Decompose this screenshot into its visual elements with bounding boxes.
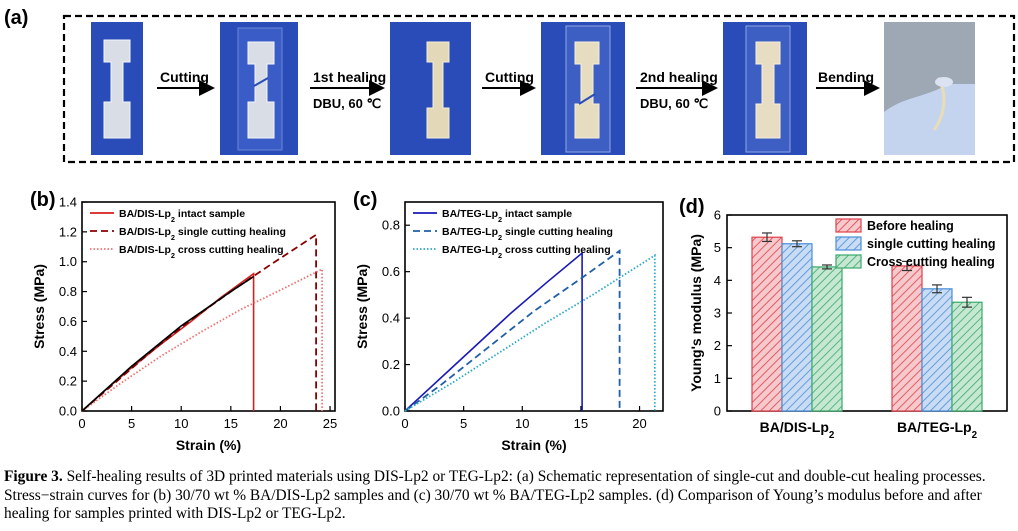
- series-line-3: [404, 253, 656, 412]
- legend-entry-1: Before healing: [867, 219, 954, 233]
- plot-frame: [404, 201, 664, 412]
- photo-1: [91, 22, 143, 155]
- photo-3: [390, 22, 471, 155]
- step-5-label: Bending: [818, 69, 874, 85]
- x-tick-label: 10: [174, 416, 188, 431]
- x-tick-label: 0: [78, 416, 85, 431]
- series-line-2: [81, 233, 318, 412]
- photo-5: [723, 22, 807, 155]
- x-tick-label: 10: [515, 416, 529, 431]
- panel-c-label: (c): [353, 189, 377, 211]
- photo-6: [884, 22, 975, 155]
- y-tick-label: 0.4: [382, 311, 400, 326]
- series-line-1: [404, 251, 583, 412]
- y-tick-label: 1.0: [59, 254, 77, 269]
- legend-entry-3: BA/TEG-Lp2 cross cutting healing: [442, 244, 611, 260]
- y-tick-label: 1.2: [59, 224, 77, 239]
- x-tick-label: 25: [323, 416, 337, 431]
- step-2-sub: DBU, 60 ℃: [313, 96, 381, 111]
- bar-1-2: [781, 243, 813, 412]
- y-tick-label: 1.4: [59, 195, 77, 210]
- bar-2-3: [951, 301, 983, 412]
- step-3-label: Cutting: [485, 69, 534, 85]
- y-tick-label: 2: [714, 338, 721, 353]
- x-axis-title: Strain (%): [501, 437, 566, 453]
- figure-caption: Figure 3. Self-healing results of 3D pri…: [4, 468, 1014, 524]
- y-tick-label: 6: [714, 208, 721, 223]
- y-tick-label: 0.0: [59, 404, 77, 419]
- bar-2-1: [891, 265, 923, 412]
- x-tick-label: 20: [273, 416, 287, 431]
- caption-text: Self-healing results of 3D printed mater…: [4, 468, 986, 523]
- y-tick-label: 0.2: [382, 357, 400, 372]
- x-tick-label: 0: [401, 416, 408, 431]
- x-tick-label: 5: [128, 416, 135, 431]
- y-axis-title: Stress (MPa): [31, 264, 47, 349]
- y-tick-label: 5: [714, 240, 721, 255]
- step-1-label: Cutting: [160, 69, 209, 85]
- panel-c-stress-strain-chart: (c) 0 5 10 15 20 0.0 0.2 0.4 0.6 0.8 Strain (%) Stre…: [353, 189, 664, 453]
- x-tick-label: 5: [460, 416, 467, 431]
- panel-a-dashed-frame: [62, 14, 1016, 164]
- legend-swatch: [835, 254, 862, 269]
- step-4-label: 2nd healing: [640, 69, 718, 85]
- caption-figure-number: Figure 3.: [4, 468, 63, 485]
- y-tick-label: 0.6: [382, 264, 400, 279]
- y-tick-label: 0.4: [59, 344, 77, 359]
- legend-entry-2: BA/DIS-Lp2 single cutting healing: [119, 226, 286, 242]
- legend-entry-1: BA/DIS-Lp2 intact sample: [119, 208, 245, 224]
- y-tick-label: 3: [714, 306, 721, 321]
- legend-entry-2: BA/TEG-Lp2 single cutting healing: [442, 226, 613, 242]
- panel-a: (a): [4, 7, 1016, 164]
- legend-entry-1: BA/TEG-Lp2 intact sample: [442, 208, 572, 224]
- panel-b-stress-strain-chart: (b) 0 5 10 15 20 25 0.0 0.2 0.4 0.6 0.8 1.0 1.2 1.4 Str…: [30, 189, 337, 453]
- legend-swatch: [835, 236, 862, 251]
- category-label-1: BA/DIS-Lp2: [760, 419, 835, 441]
- legend-entry-3: BA/DIS-Lp2 cross cutting healing: [119, 244, 284, 260]
- y-tick-label: 0.8: [59, 284, 77, 299]
- photo-2: [220, 22, 298, 155]
- panel-b-label: (b): [30, 189, 56, 211]
- x-axis-title: Strain (%): [176, 437, 241, 453]
- bar-2-2: [921, 288, 953, 412]
- bar-1-1: [751, 236, 783, 412]
- series-line-2: [404, 249, 621, 412]
- bar-1-3: [811, 266, 843, 412]
- panel-d-youngs-modulus-chart: (d) 0 1 2 3 4 5 6 Young's modulus (MPa) BA/DIS-Lp…: [679, 196, 1008, 441]
- legend-entry-3: Cross cutting healing: [867, 255, 995, 269]
- y-tick-label: 4: [714, 273, 721, 288]
- x-tick-label: 20: [632, 416, 646, 431]
- panel-a-label: (a): [4, 7, 28, 29]
- step-4-sub: DBU, 60 ℃: [640, 96, 708, 111]
- legend-swatch: [835, 218, 862, 233]
- y-tick-label: 0: [714, 404, 721, 419]
- y-tick-label: 0.6: [59, 314, 77, 329]
- y-tick-label: 0.8: [382, 218, 400, 233]
- legend-entry-2: single cutting healing: [867, 237, 995, 251]
- y-tick-label: 0.2: [59, 374, 77, 389]
- series-line-4: [81, 275, 255, 412]
- x-tick-label: 15: [224, 416, 238, 431]
- plot-frame: [81, 201, 336, 412]
- step-2-label: 1st healing: [313, 69, 386, 85]
- y-tick-label: 1: [714, 371, 721, 386]
- figure-canvas: (a): [4, 7, 1016, 453]
- y-axis-title: Young's modulus (MPa): [688, 234, 704, 392]
- series-line-3: [81, 267, 324, 412]
- y-tick-label: 0.0: [382, 404, 400, 419]
- photo-4: [541, 22, 625, 155]
- panel-d-label: (d): [679, 196, 705, 218]
- y-axis-title: Stress (MPa): [354, 264, 370, 349]
- x-tick-label: 15: [574, 416, 588, 431]
- category-label-2: BA/TEG-Lp2: [897, 419, 978, 441]
